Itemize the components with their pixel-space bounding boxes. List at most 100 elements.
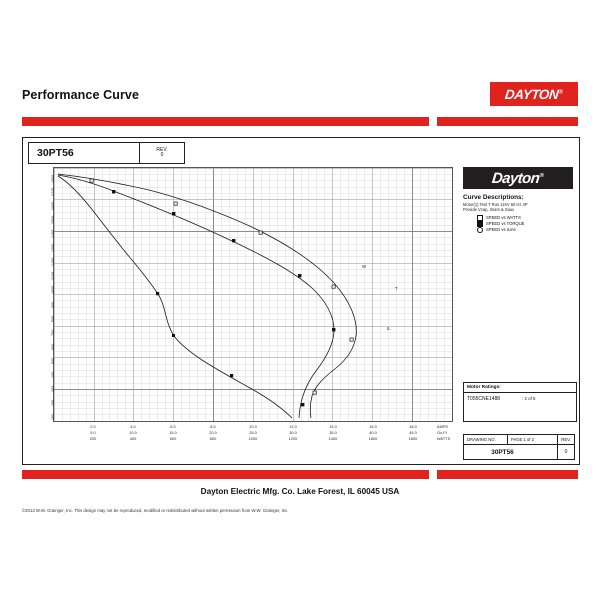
y-tick-16: 200 <box>51 399 55 406</box>
x-tick-amps-4: 10.0 <box>249 424 257 429</box>
x-unit-watts: WATTS <box>437 436 451 441</box>
rev-label: REV. <box>156 146 168 153</box>
x-tick-ozft-2: 15.0 <box>169 430 177 435</box>
x-tick-watts-5: 1200 <box>288 436 298 441</box>
marker-torque-2 <box>172 212 176 216</box>
y-tick-8: 1000 <box>51 285 55 294</box>
curve-label-iline: IL <box>387 326 391 331</box>
page-title: Performance Curve <box>22 88 140 102</box>
y-tick-2: 1600 <box>51 201 55 210</box>
y-tick-7: 1100 <box>51 271 55 280</box>
x-tick-amps-1: 4.0 <box>130 424 136 429</box>
x-tick-amps-7: 16.0 <box>369 424 377 429</box>
curve-label-torque: T <box>395 286 398 291</box>
registered-mark-icon: ® <box>558 89 564 95</box>
y-tick-9: 900 <box>51 301 55 308</box>
title-block-model: 30PT56 <box>37 147 74 159</box>
x-tick-watts-0: 200 <box>89 436 97 441</box>
accent-bar-top-right <box>437 117 578 126</box>
marker-torque-3 <box>232 239 236 243</box>
x-tick-watts-7: 1600 <box>368 436 378 441</box>
x-tick-ozft-0: 5.0 <box>90 430 96 435</box>
x-tick-ozft-1: 10.0 <box>129 430 137 435</box>
marker-watts-3 <box>258 230 263 235</box>
accent-bar-bottom-right <box>437 470 578 479</box>
motor-ratings-row: T055CNE1488 : 2 of 5 <box>464 392 576 404</box>
x-tick-watts-4: 1000 <box>248 436 258 441</box>
motor-ratings-panel: Motor Ratings: T055CNE1488 : 2 of 5 <box>463 382 577 422</box>
motor-ratings-model: T055CNE1488 <box>467 395 501 402</box>
footer-copyright: ©2013 W.W. Grainger, Inc. This design ma… <box>22 508 289 513</box>
y-tick-14: 400 <box>51 371 55 378</box>
x-tick-watts-6: 1400 <box>328 436 338 441</box>
legend-label-iline: SPEED vs ILine <box>486 227 516 233</box>
x-tick-watts-1: 400 <box>129 436 137 441</box>
y-tick-0: 1800 <box>51 174 55 183</box>
drawing-sheet: 30PT56 REV. 0 <box>22 137 580 465</box>
dayton-brand-logo: DAYTON® <box>490 82 578 106</box>
marker-torque-5 <box>332 328 336 332</box>
marker-iline-3 <box>172 334 175 337</box>
logo-box-wordmark: Dayton <box>491 169 541 187</box>
drawing-model-value: 30PT56 <box>464 445 558 459</box>
x-tick-amps-5: 12.0 <box>289 424 297 429</box>
series-speed-vs-iline <box>57 175 293 419</box>
marker-watts-5 <box>349 337 354 342</box>
x-tick-ozft-8: 45.0 <box>409 430 417 435</box>
drawing-page-label: PAGE 1 of 2 <box>508 435 558 444</box>
x-tick-ozft-5: 30.0 <box>289 430 297 435</box>
drawing-no-label: DRAWING NO. <box>464 435 508 444</box>
drawing-block-value-row: 30PT56 0 <box>464 445 574 459</box>
filled-square-icon <box>477 221 483 228</box>
y-tick-5: 1300 <box>51 243 55 252</box>
marker-watts-4 <box>331 284 336 289</box>
accent-bar-top-left <box>22 117 429 126</box>
legend-item-torque: SPEED vs TORQUE <box>477 221 575 228</box>
marker-iline-2 <box>230 374 234 378</box>
marker-watts-1 <box>89 178 94 183</box>
legend-label-watts: SPEED vs WATTS <box>486 215 521 221</box>
open-circle-icon <box>477 227 483 234</box>
x-tick-amps-6: 14.0 <box>329 424 337 429</box>
x-tick-amps-3: 8.0 <box>210 424 216 429</box>
x-tick-amps-2: 6.0 <box>170 424 176 429</box>
x-tick-ozft-3: 20.0 <box>209 430 217 435</box>
open-square-icon <box>477 215 483 222</box>
motor-ratings-page: : 2 of 5 <box>522 396 536 401</box>
x-tick-amps-0: 2.0 <box>90 424 96 429</box>
y-tick-4: 1400 <box>51 229 55 238</box>
y-tick-3: 1500 <box>51 215 55 224</box>
curve-descriptions-line-1: Provide Vcap, Imam & Saux <box>463 207 515 213</box>
legend-label-torque: SPEED vs TORQUE <box>486 221 525 227</box>
x-tick-watts-8: 1800 <box>408 436 418 441</box>
legend-item-iline: SPEED vs ILine <box>477 227 575 234</box>
y-tick-11: 700 <box>51 329 55 336</box>
x-tick-ozft-6: 35.0 <box>329 430 337 435</box>
brand-wordmark: DAYTON <box>504 86 560 102</box>
y-tick-17: 100 <box>51 413 55 420</box>
title-block: 30PT56 REV. 0 <box>28 142 185 164</box>
y-tick-12: 600 <box>51 343 55 350</box>
y-tick-13: 500 <box>51 357 55 364</box>
x-tick-amps-8: 18.0 <box>409 424 417 429</box>
curve-descriptions-panel: Curve Descriptions: Motor(1) Test T Run … <box>463 194 575 234</box>
curves-svg <box>57 173 357 419</box>
marker-watts-6 <box>312 390 317 395</box>
rev-value: 0 <box>160 152 164 158</box>
series-speed-vs-watts <box>57 173 357 419</box>
y-tick-10: 800 <box>51 315 55 322</box>
x-tick-watts-2: 600 <box>169 436 177 441</box>
marker-torque-6 <box>301 403 305 407</box>
motor-ratings-title: Motor Ratings: <box>467 385 501 390</box>
y-tick-6: 1200 <box>51 257 55 266</box>
series-speed-vs-torque <box>57 174 335 419</box>
title-block-rev: REV. 0 <box>139 143 184 163</box>
grid-major <box>54 168 452 421</box>
x-tick-ozft-7: 40.0 <box>369 430 377 435</box>
y-tick-15: 300 <box>51 385 55 392</box>
drawing-block-header-row: DRAWING NO. PAGE 1 of 2 REV. <box>464 435 574 445</box>
legend-item-watts: SPEED vs WATTS <box>477 215 575 222</box>
marker-iline-1 <box>156 292 160 296</box>
chart-plot-area: W T IL <box>53 167 453 422</box>
